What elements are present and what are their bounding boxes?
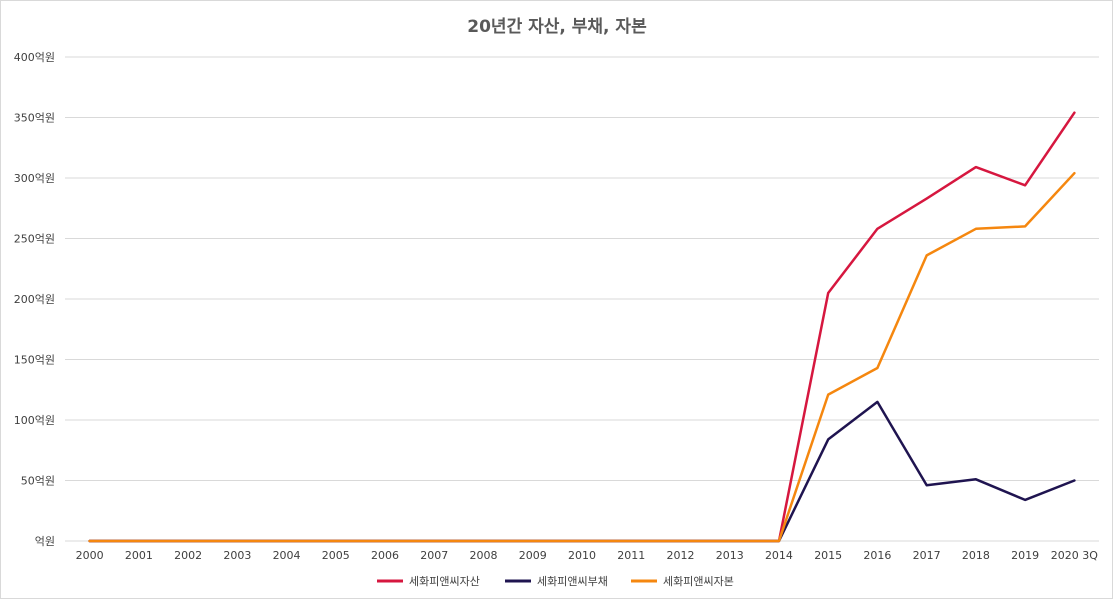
chart-title: 20년간 자산, 부채, 자본 [467,17,647,37]
x-tick-label: 2017 [913,549,941,562]
x-tick-label: 2006 [371,549,399,562]
x-tick-label: 2003 [223,549,251,562]
x-tick-label: 2004 [273,549,301,562]
gridlines [65,56,1099,542]
x-tick-label: 2005 [322,549,350,562]
series-line-1 [88,111,1076,543]
y-tick-label: 350억원 [14,112,55,125]
y-tick-label: 250억원 [14,233,55,246]
x-tick-label: 2008 [470,549,498,562]
x-tick-label: 2015 [814,549,842,562]
legend-label-3: 세화피앤씨자본 [663,575,734,588]
x-tick-label: 2020 3Q [1051,549,1098,562]
x-tick-label: 2000 [76,549,104,562]
x-tick-label: 2013 [716,549,744,562]
x-tick-label: 2016 [863,549,891,562]
y-tick-label: 150억원 [14,354,55,367]
y-axis-ticks: 억원 50억원 100억원 150억원 200억원 250억원 300억원 350억원 400억… [14,51,55,548]
y-tick-label: 400억원 [14,51,55,64]
y-tick-label: 200억원 [14,293,55,306]
x-tick-label: 2014 [765,549,793,562]
y-tick-label: 억원 [35,535,55,548]
x-tick-label: 2018 [962,549,990,562]
legend-label-2: 세화피앤씨부채 [537,575,608,588]
y-tick-label: 300억원 [14,172,55,185]
series-line-3 [88,171,1076,543]
legend: 세화피앤씨자산 세화피앤씨부채 세화피앤씨자본 [377,575,734,588]
y-tick-label: 50억원 [21,475,55,488]
x-tick-label: 2012 [666,549,694,562]
x-tick-label: 2009 [519,549,547,562]
x-tick-label: 2001 [125,549,153,562]
y-tick-label: 100억원 [14,414,55,427]
x-tick-label: 2002 [174,549,202,562]
series-lines [88,111,1076,543]
x-tick-label: 2011 [617,549,645,562]
x-tick-label: 2010 [568,549,596,562]
x-tick-label: 2007 [420,549,448,562]
x-tick-label: 2019 [1011,549,1039,562]
series-line-2 [88,400,1076,543]
x-axis-ticks: 2000 2001 2002 2003 2004 2005 2006 2007 2008 2009… [76,549,1099,562]
legend-label-1: 세화피앤씨자산 [409,575,480,588]
